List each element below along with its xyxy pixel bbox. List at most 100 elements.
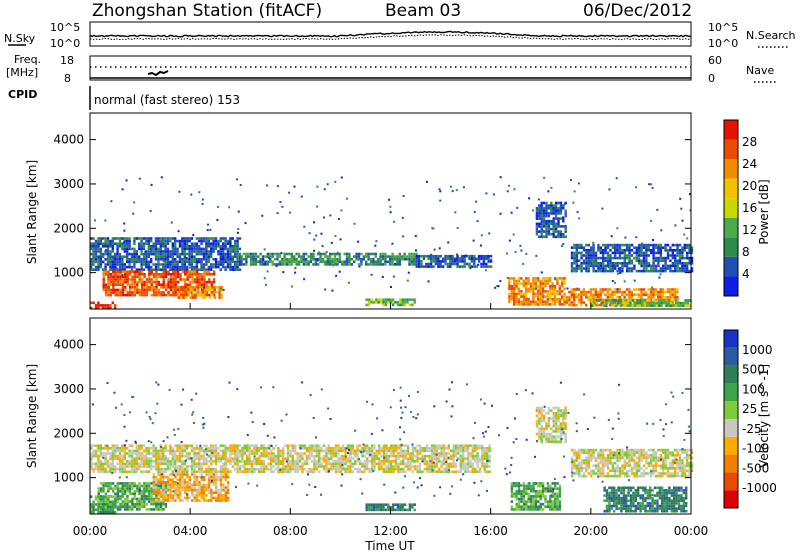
heatmap-cell	[178, 265, 182, 269]
heatmap-cell	[135, 447, 138, 450]
heatmap-cell	[118, 237, 122, 240]
heatmap-cell	[118, 239, 122, 243]
heatmap-cell	[166, 237, 170, 240]
heatmap-cell	[111, 444, 114, 447]
heatmap-cell	[348, 255, 351, 258]
heatmap-cell	[587, 290, 590, 294]
heatmap-cell	[133, 263, 136, 266]
heatmap-cell	[545, 225, 548, 228]
heatmap-cell	[599, 454, 602, 457]
heatmap-cell	[650, 267, 653, 270]
heatmap-cell	[259, 257, 262, 261]
heatmap-cell	[390, 452, 393, 455]
heatmap-cell	[671, 251, 674, 255]
heatmap-cell	[201, 293, 204, 297]
heatmap-cell	[190, 250, 194, 253]
heatmap-cell	[102, 255, 105, 258]
heatmap-cell	[195, 465, 198, 468]
heatmap-cell	[557, 201, 560, 205]
heatmap-cell	[291, 449, 294, 453]
heatmap-cell	[152, 444, 155, 447]
heatmap-cell	[674, 259, 677, 262]
heatmap-cell	[157, 452, 160, 455]
heatmap-cell	[445, 454, 448, 458]
heatmap-cell	[666, 456, 670, 460]
heatmap-cell	[119, 278, 122, 281]
heatmap-cell	[666, 451, 670, 454]
heatmap-cell	[626, 448, 629, 452]
heatmap-cell	[214, 242, 218, 245]
heatmap-cell	[248, 447, 251, 450]
heatmap-cell	[384, 260, 387, 264]
heatmap-cell	[174, 444, 177, 447]
heatmap-cell	[674, 448, 677, 452]
heatmap-cell	[456, 253, 459, 256]
heatmap-cell	[94, 449, 98, 453]
heatmap-cell	[125, 179, 128, 182]
heatmap-cell	[476, 460, 479, 463]
heatmap-cell	[633, 251, 636, 255]
heatmap-cell	[140, 286, 144, 289]
heatmap-cell	[114, 265, 117, 269]
heatmap-cell	[449, 265, 452, 268]
heatmap-cell	[169, 465, 172, 468]
heatmap-cell	[186, 239, 189, 243]
heatmap-cell	[99, 495, 103, 498]
heatmap-cell	[205, 258, 208, 261]
heatmap-cell	[118, 242, 122, 245]
heatmap-cell	[407, 271, 410, 274]
heatmap-cell	[224, 260, 227, 264]
heatmap-cell	[554, 227, 558, 231]
heatmap-cell	[289, 449, 292, 453]
heatmap-cell	[334, 444, 338, 447]
heatmap-cell	[273, 252, 277, 256]
heatmap-cell	[454, 259, 457, 261]
heatmap-cell	[623, 464, 626, 467]
heatmap-cell	[384, 252, 387, 256]
heatmap-cell	[549, 284, 552, 288]
heatmap-cell	[205, 245, 208, 248]
heatmap-cell	[246, 444, 249, 447]
heatmap-cell	[238, 470, 242, 473]
heatmap-cell	[640, 454, 643, 457]
heatmap-cell	[294, 462, 297, 466]
heatmap-cell	[290, 263, 293, 266]
heatmap-cell	[103, 268, 106, 271]
heatmap-cell	[597, 256, 600, 260]
heatmap-cell	[582, 301, 585, 304]
heatmap-cell	[488, 465, 491, 468]
heatmap-cell	[604, 246, 607, 249]
heatmap-cell	[380, 465, 383, 468]
heatmap-cell	[388, 198, 391, 201]
heatmap-cell	[578, 456, 581, 460]
heatmap-cell	[162, 275, 165, 279]
heatmap-cell	[545, 219, 548, 223]
heatmap-cell	[138, 465, 141, 468]
heatmap-cell	[554, 201, 558, 205]
heatmap-cell	[313, 462, 316, 466]
heatmap-cell	[286, 454, 290, 458]
heatmap-cell	[580, 254, 583, 257]
heatmap-cell	[609, 456, 612, 460]
heatmap-cell	[298, 457, 302, 460]
heatmap-cell	[416, 465, 419, 468]
heatmap-cell	[382, 452, 386, 455]
y-tick-label: 2000	[53, 221, 84, 235]
heatmap-cell	[119, 293, 122, 297]
heatmap-cell	[107, 275, 110, 279]
heatmap-cell	[662, 267, 665, 270]
heatmap-cell	[652, 243, 655, 247]
heatmap-cell	[192, 293, 195, 297]
heatmap-cell	[150, 258, 153, 261]
heatmap-cell	[267, 457, 270, 460]
heatmap-cell	[356, 444, 359, 447]
heatmap-cell	[303, 467, 306, 471]
heatmap-cell	[198, 467, 201, 471]
heatmap-cell	[131, 283, 134, 286]
heatmap-cell	[188, 454, 191, 458]
heatmap-cell	[650, 456, 653, 460]
heatmap-cell	[238, 263, 242, 266]
freq-panel-frame	[89, 55, 692, 81]
heatmap-cell	[169, 260, 172, 264]
heatmap-cell	[326, 257, 329, 261]
